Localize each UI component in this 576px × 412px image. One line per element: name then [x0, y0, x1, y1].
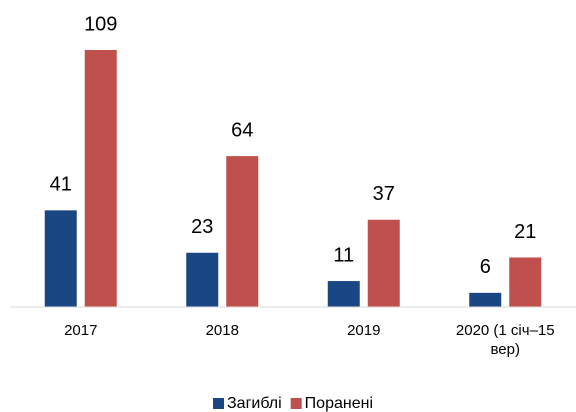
data-label: 23 — [191, 216, 213, 238]
legend-swatch — [213, 398, 224, 409]
bar — [226, 156, 259, 307]
legend-label: Поранені — [305, 395, 373, 412]
data-label: 11 — [333, 244, 354, 266]
x-tick-label: 2017 — [64, 322, 98, 339]
bar — [327, 281, 360, 307]
x-tick-label: 2020 (1 січ–15 вер) — [455, 322, 555, 358]
legend-swatch — [290, 398, 302, 409]
bar — [84, 50, 117, 307]
bar — [186, 252, 219, 307]
legend-label: Загиблі — [227, 395, 282, 412]
data-label: 41 — [50, 174, 72, 196]
data-label: 6 — [480, 256, 491, 278]
x-tick-label: 2018 — [205, 322, 239, 339]
x-tick-label: 2019 — [347, 322, 381, 339]
data-label: 109 — [84, 13, 117, 35]
bar — [44, 210, 77, 307]
data-label: 64 — [231, 119, 253, 141]
bar — [469, 292, 502, 307]
bar — [367, 219, 400, 307]
data-label: 37 — [373, 183, 395, 205]
data-label: 21 — [514, 221, 536, 243]
bar — [509, 257, 542, 307]
